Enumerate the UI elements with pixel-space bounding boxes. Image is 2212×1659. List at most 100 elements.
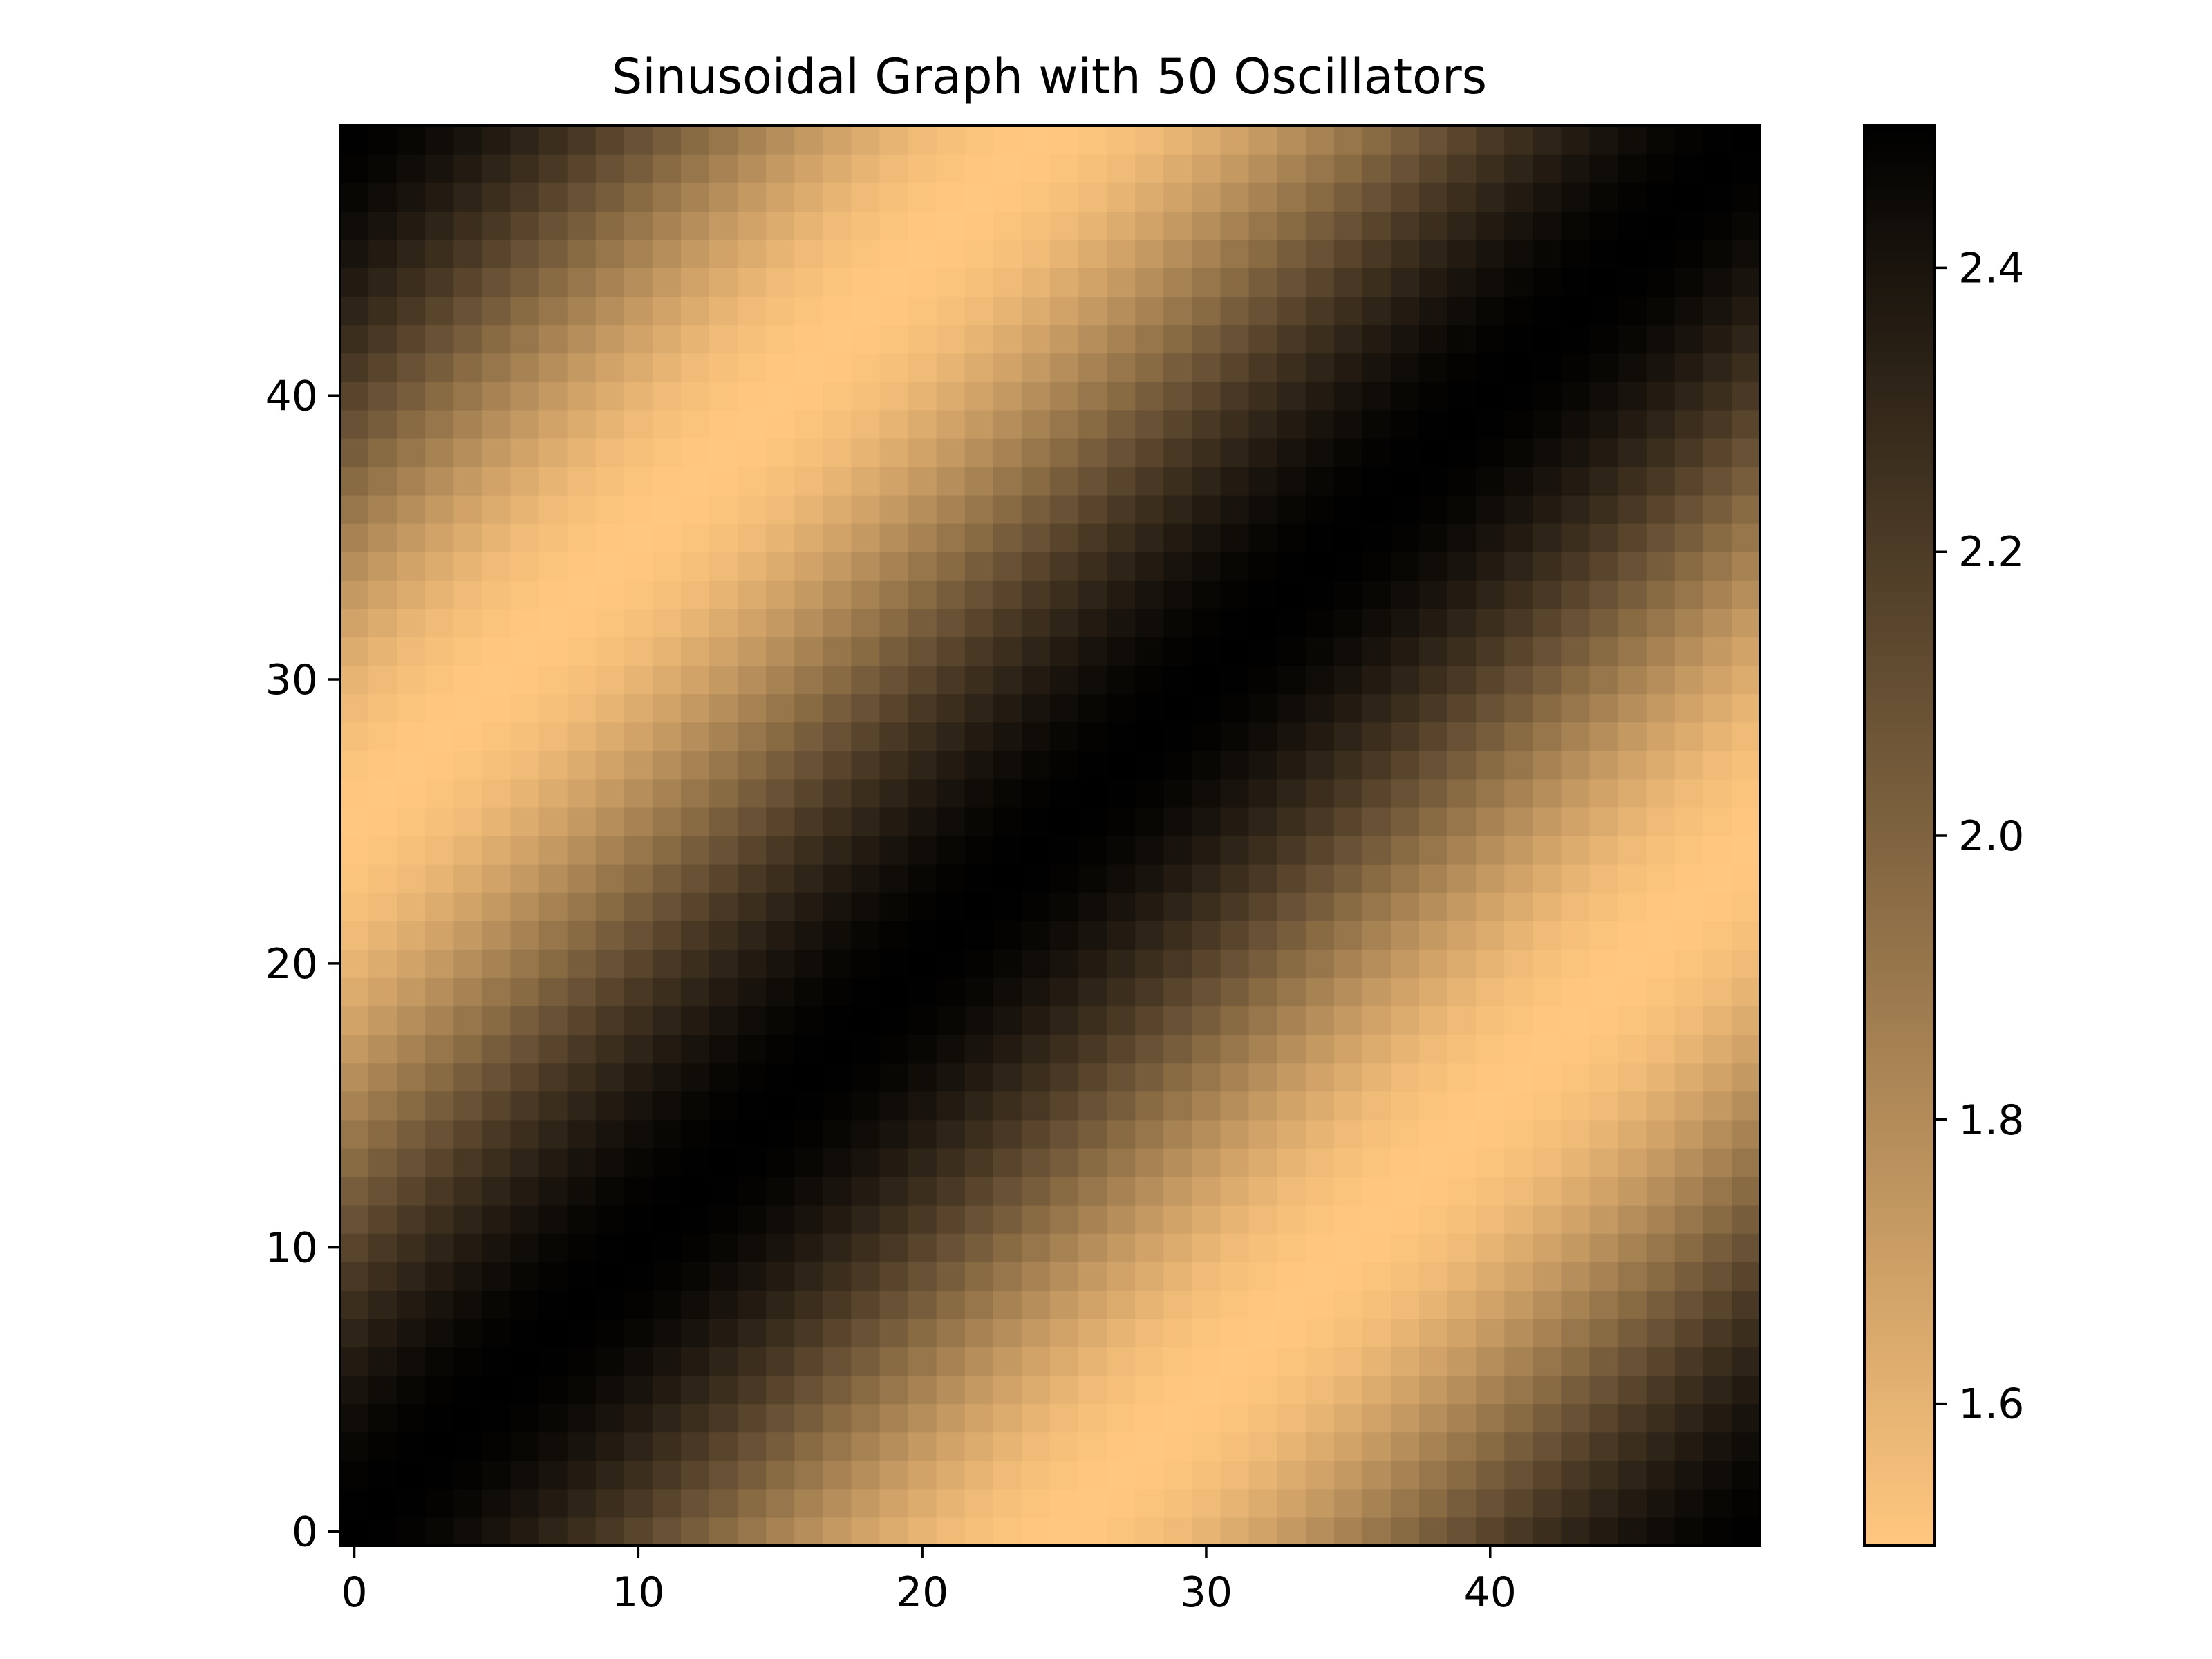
heatmap-cell <box>1220 1488 1250 1518</box>
heatmap-cell <box>1390 977 1420 1007</box>
heatmap-cell <box>1390 154 1420 183</box>
heatmap-cell <box>1447 722 1477 751</box>
heatmap-cell <box>453 1488 482 1518</box>
heatmap-cell <box>1107 552 1136 581</box>
heatmap-cell <box>936 949 966 978</box>
heatmap-cell <box>652 381 682 411</box>
heatmap-cell <box>1021 1403 1051 1433</box>
heatmap-cell <box>1135 637 1164 666</box>
heatmap-cell <box>1561 1488 1591 1518</box>
heatmap-cell <box>1163 722 1192 751</box>
heatmap-cell <box>1618 750 1647 780</box>
heatmap-cell <box>851 552 881 581</box>
heatmap-cell <box>680 1318 710 1348</box>
heatmap-cell <box>1447 580 1477 609</box>
heatmap-cell <box>1021 1517 1051 1546</box>
heatmap-cell <box>1646 1062 1676 1092</box>
heatmap-cell <box>425 1205 454 1234</box>
heatmap-cell <box>1674 353 1704 382</box>
heatmap-cell <box>1561 1290 1591 1319</box>
heatmap-cell <box>1333 722 1363 751</box>
heatmap-cell <box>1561 1233 1591 1262</box>
y-tick-label: 10 <box>265 1224 318 1273</box>
heatmap-cell <box>1305 750 1335 780</box>
heatmap-cell <box>794 182 823 212</box>
heatmap-cell <box>1703 1262 1732 1291</box>
heatmap-cell <box>1248 324 1278 354</box>
heatmap-cell <box>766 807 795 836</box>
heatmap-cell <box>1192 608 1221 638</box>
heatmap-cell <box>823 637 852 666</box>
heatmap-cell <box>993 182 1022 212</box>
heatmap-cell <box>624 438 653 467</box>
heatmap-cell <box>1618 1262 1647 1291</box>
heatmap-cell <box>1646 977 1676 1007</box>
heatmap-cell <box>1333 921 1363 950</box>
heatmap-cell <box>652 1091 682 1121</box>
heatmap-cell <box>1618 126 1647 155</box>
heatmap-cell <box>453 836 482 865</box>
heatmap-cell <box>936 126 966 155</box>
heatmap-cell <box>595 239 625 268</box>
heatmap-cell <box>1703 1119 1732 1149</box>
heatmap-cell <box>453 864 482 893</box>
heatmap-cell <box>1078 523 1107 552</box>
heatmap-cell <box>1050 353 1079 382</box>
heatmap-cell <box>1390 1488 1420 1518</box>
heatmap-cell <box>993 1460 1022 1490</box>
heatmap-cell <box>1703 466 1732 496</box>
heatmap-cell <box>1135 438 1164 467</box>
heatmap-cell <box>1447 665 1477 695</box>
heatmap-cell <box>425 693 454 723</box>
heatmap-cell <box>936 750 966 780</box>
heatmap-cell <box>1618 1517 1647 1546</box>
heatmap-cell <box>425 211 454 240</box>
heatmap-cell <box>823 1517 852 1546</box>
heatmap-cell <box>1674 807 1704 836</box>
heatmap-cell <box>1419 1205 1448 1234</box>
heatmap-cell <box>738 864 767 893</box>
heatmap-cell <box>1504 949 1533 978</box>
heatmap-cell <box>1078 126 1107 155</box>
heatmap-cell <box>964 750 994 780</box>
heatmap-cell <box>538 495 568 524</box>
heatmap-cell <box>1050 778 1079 808</box>
heatmap-cell <box>453 949 482 978</box>
heatmap-cell <box>1163 637 1192 666</box>
heatmap-cell <box>1419 211 1448 240</box>
heatmap-cell <box>993 1034 1022 1064</box>
heatmap-cell <box>1277 552 1306 581</box>
heatmap-cell <box>1674 778 1704 808</box>
heatmap-cell <box>709 864 738 893</box>
heatmap-cell <box>1476 1318 1505 1348</box>
heatmap-cell <box>1362 1205 1391 1234</box>
heatmap-cell <box>368 1034 397 1064</box>
heatmap-cell <box>908 381 937 411</box>
heatmap-cell <box>397 211 426 240</box>
heatmap-cell <box>1021 381 1051 411</box>
heatmap-cell <box>482 836 512 865</box>
heatmap-cell <box>1674 211 1704 240</box>
heatmap-cell <box>1333 353 1363 382</box>
heatmap-cell <box>766 552 795 581</box>
heatmap-cell <box>1703 552 1732 581</box>
heatmap-cell <box>709 977 738 1007</box>
heatmap-cell <box>879 608 909 638</box>
heatmap-cell <box>1220 608 1250 638</box>
heatmap-cell <box>1419 154 1448 183</box>
heatmap-cell <box>397 807 426 836</box>
heatmap-cell <box>680 211 710 240</box>
heatmap-cell <box>538 1517 568 1546</box>
heatmap-cell <box>680 239 710 268</box>
heatmap-cell <box>397 353 426 382</box>
heatmap-cell <box>908 637 937 666</box>
heatmap-cell <box>538 750 568 780</box>
heatmap-cell <box>709 126 738 155</box>
heatmap-cell <box>766 1006 795 1035</box>
heatmap-cell <box>1305 523 1335 552</box>
heatmap-cell <box>1305 864 1335 893</box>
heatmap-cell <box>1447 1290 1477 1319</box>
heatmap-cell <box>1731 409 1761 439</box>
heatmap-cell <box>1362 778 1391 808</box>
heatmap-cell <box>595 1176 625 1206</box>
